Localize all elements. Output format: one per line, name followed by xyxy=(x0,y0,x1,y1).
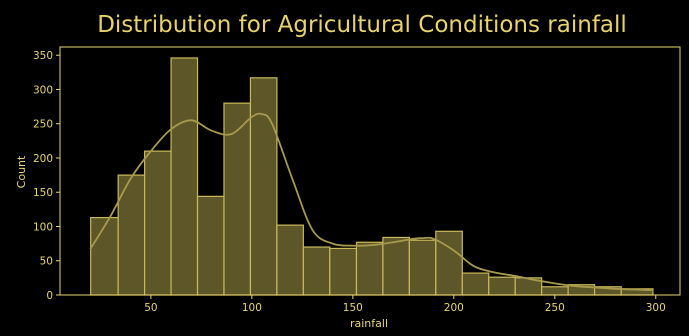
y-tick-label: 350 xyxy=(33,50,53,62)
y-tick-label: 150 xyxy=(33,187,53,199)
histogram-bar-12 xyxy=(382,236,410,296)
histogram-bar-16 xyxy=(488,276,516,296)
y-tick-label: 200 xyxy=(33,153,53,165)
histogram-bar-6 xyxy=(223,102,252,296)
histogram-bar-18 xyxy=(541,286,569,296)
bar-group xyxy=(90,57,654,296)
chart-title: Distribution for Agricultural Conditions… xyxy=(97,12,627,38)
x-axis-label: rainfall xyxy=(350,317,388,330)
y-tick-label: 250 xyxy=(33,119,53,131)
plot-frame xyxy=(59,46,681,296)
histogram-bar-10 xyxy=(329,247,358,296)
histogram-bar-9 xyxy=(302,246,331,296)
x-tick-label: 150 xyxy=(343,302,363,314)
histogram-bar-7 xyxy=(249,77,278,296)
histogram-bar-13 xyxy=(408,239,437,296)
y-tick-label: 100 xyxy=(33,221,53,233)
histogram-bar-1 xyxy=(90,216,119,296)
histogram-bar-15 xyxy=(461,272,490,296)
y-tick-label: 0 xyxy=(46,290,53,302)
y-tick-label: 50 xyxy=(40,256,53,268)
y-tick-label: 300 xyxy=(33,84,53,96)
y-axis-label: Count xyxy=(15,155,28,188)
x-tick-label: 300 xyxy=(646,302,666,314)
histogram-bar-3 xyxy=(144,150,172,296)
histogram-bar-11 xyxy=(355,241,384,296)
x-axis-ticks: 50 100 150 200 250 300 xyxy=(144,295,666,314)
y-axis-ticks: 0 50 100 150 200 250 300 350 xyxy=(33,50,60,302)
x-tick-label: 200 xyxy=(444,302,464,314)
x-tick-label: 250 xyxy=(545,302,565,314)
kde-curve xyxy=(89,112,652,292)
histogram-bar-8 xyxy=(276,224,304,296)
histogram-bar-4 xyxy=(170,57,199,296)
x-tick-label: 100 xyxy=(242,302,262,314)
histogram-bar-5 xyxy=(196,195,225,296)
x-tick-label: 50 xyxy=(144,302,157,314)
